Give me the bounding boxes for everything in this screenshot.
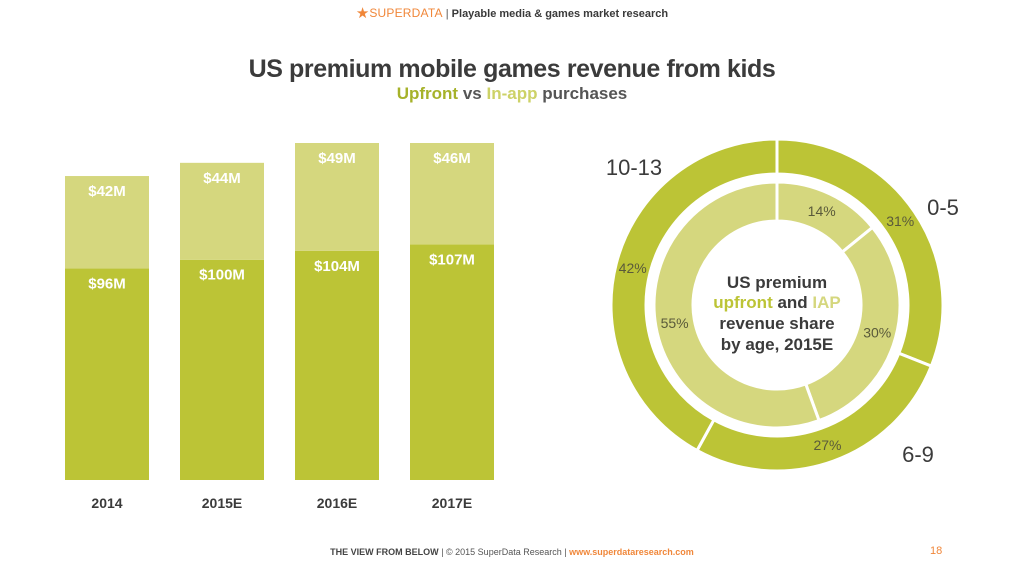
outer-ring-pct-label: 27% xyxy=(813,437,841,453)
bar-label-upfront: $96M xyxy=(88,276,126,293)
bar-inapp-2016e xyxy=(295,143,379,251)
subtitle-upfront: Upfront xyxy=(396,84,459,103)
page-title: US premium mobile games revenue from kid… xyxy=(248,55,776,83)
bar-label-upfront: $104M xyxy=(314,258,360,275)
header-separator: | xyxy=(445,8,449,20)
subtitle-rest: purchases xyxy=(542,84,628,103)
inner-ring-slice-6-9 xyxy=(803,225,902,423)
bar-upfront-2015e xyxy=(180,259,264,480)
bar-inapp-2017e xyxy=(410,143,494,245)
bar-label-inapp: $42M xyxy=(88,183,126,200)
subtitle-vs: vs xyxy=(462,84,482,103)
inner-ring-slice-10-13 xyxy=(652,180,821,430)
bar-label-inapp: $46M xyxy=(433,150,471,167)
footer-view: THE VIEW FROM BELOW xyxy=(330,547,439,557)
header-tagline: Playable media & games market research xyxy=(451,8,669,20)
donut-center-line-3: revenue share xyxy=(719,314,834,333)
footer-copyright: | © 2015 SuperData Research | xyxy=(441,547,567,557)
x-tick-label: 2016E xyxy=(317,495,357,511)
bar-upfront-2017e xyxy=(410,244,494,480)
donut-center-iap: IAP xyxy=(812,293,840,312)
bar-label-upfront: $107M xyxy=(429,251,475,268)
donut-center-line-4: by age, 2015E xyxy=(721,335,833,354)
page-subtitle: Upfront vs In-app purchases xyxy=(0,84,1024,104)
bar-label-inapp: $49M xyxy=(318,150,356,167)
bar-label-upfront: $100M xyxy=(199,267,245,284)
superdata-star-icon: ★ xyxy=(355,5,370,22)
x-tick-label: 2015E xyxy=(202,495,242,511)
donut-center-line-2: upfront and IAP xyxy=(713,293,841,312)
bar-inapp-2015e xyxy=(180,162,264,260)
bar-inapp-2014 xyxy=(65,176,149,269)
bar-upfront-2016e xyxy=(295,250,379,480)
bar-label-inapp: $44M xyxy=(203,170,241,187)
age-group-label: 6-9 xyxy=(902,442,934,467)
brand-name: SUPERDATA xyxy=(369,6,443,20)
inner-ring-pct-label: 14% xyxy=(808,203,836,219)
bar-upfront-2014 xyxy=(65,268,149,480)
inner-ring-pct-label: 55% xyxy=(661,315,689,331)
x-tick-label: 2017E xyxy=(432,495,472,511)
age-group-label: 10-13 xyxy=(606,155,662,180)
donut-center-line-1: US premium xyxy=(727,273,827,292)
header: ★SUPERDATA | Playable media & games mark… xyxy=(0,4,1024,22)
footer: THE VIEW FROM BELOW | © 2015 SuperData R… xyxy=(0,547,1024,557)
donut-center-and: and xyxy=(773,293,813,312)
outer-ring-pct-label: 31% xyxy=(886,213,914,229)
subtitle-inapp: In-app xyxy=(486,84,538,103)
outer-ring-slice-10-13 xyxy=(609,137,779,453)
x-tick-label: 2014 xyxy=(91,495,122,511)
inner-ring-pct-label: 30% xyxy=(863,325,891,341)
page-number: 18 xyxy=(930,545,943,557)
donut-center-upfront: upfront xyxy=(713,293,773,312)
age-group-label: 0-5 xyxy=(927,195,959,220)
outer-ring-pct-label: 42% xyxy=(619,260,647,276)
footer-url[interactable]: www.superdataresearch.com xyxy=(569,547,694,557)
